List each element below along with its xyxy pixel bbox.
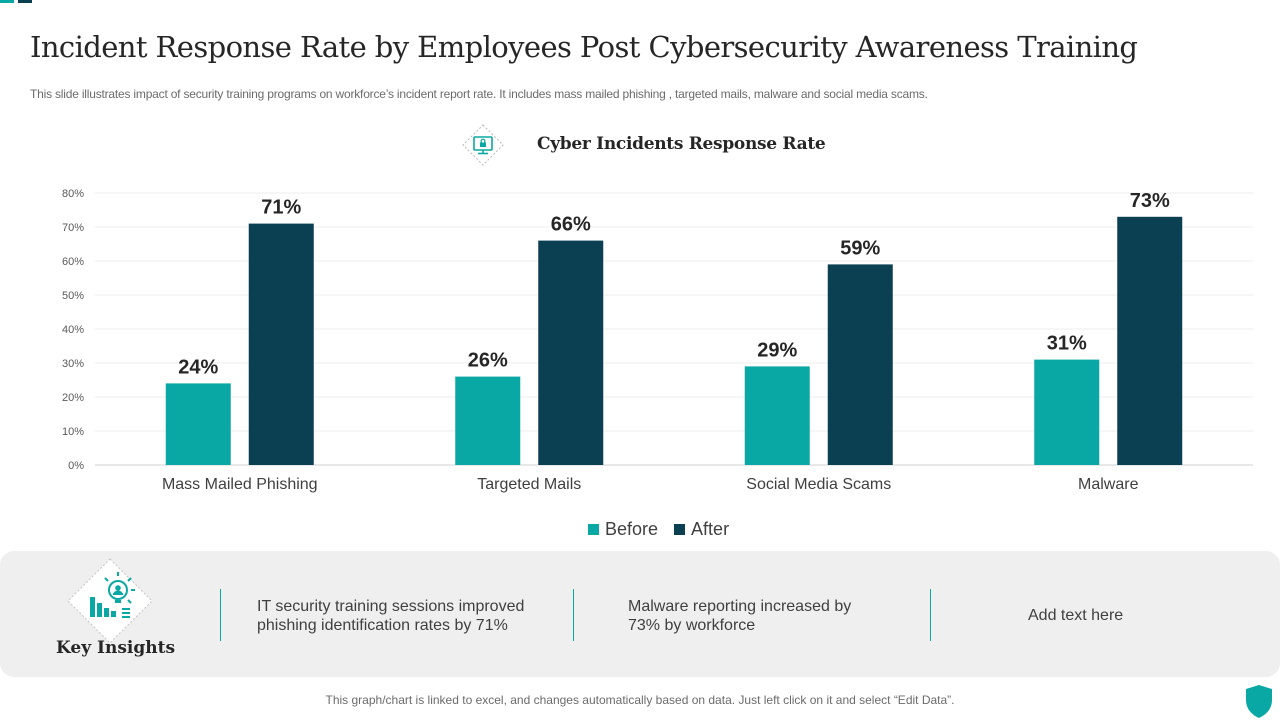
legend-label-after: After bbox=[691, 519, 730, 539]
monitor-lock-icon bbox=[462, 124, 504, 166]
insight-divider bbox=[220, 589, 221, 641]
insight-1-line-1: IT security training sessions improved bbox=[257, 598, 525, 615]
y-tick-label: 80% bbox=[62, 188, 84, 200]
bar-before bbox=[455, 376, 521, 465]
page-subtitle: This slide illustrates impact of securit… bbox=[30, 87, 928, 101]
key-insights-panel bbox=[0, 551, 1280, 677]
data-label-before: 24% bbox=[178, 356, 218, 378]
data-label-after: 71% bbox=[261, 197, 301, 219]
insight-2: Malware reporting increased by 73% by wo… bbox=[628, 597, 851, 635]
insight-3-line-1: Add text here bbox=[1028, 607, 1124, 624]
page-title: Incident Response Rate by Employees Post… bbox=[30, 30, 1138, 64]
bar-chart: 0% 10% 20% 30% 40% 50% 60% 70% 80% 24% 71% Mass Mai… bbox=[62, 188, 1253, 493]
legend-swatch-after bbox=[674, 524, 686, 535]
x-category-label: Targeted Mails bbox=[477, 476, 581, 493]
insight-2-line-1: Malware reporting increased by bbox=[628, 598, 852, 615]
y-tick-label: 50% bbox=[62, 290, 84, 302]
y-tick-label: 40% bbox=[62, 324, 84, 336]
y-tick-label: 10% bbox=[62, 426, 84, 438]
data-label-before: 29% bbox=[757, 339, 797, 361]
insight-divider bbox=[573, 589, 574, 641]
footer-note: This graph/chart is linked to excel, and… bbox=[325, 693, 955, 707]
insight-1: IT security training sessions improved p… bbox=[257, 597, 524, 635]
insights-chart-icon bbox=[66, 557, 154, 645]
insight-2-line-2: 73% by workforce bbox=[628, 617, 756, 634]
y-tick-label: 60% bbox=[62, 256, 84, 268]
chart-legend: Before After bbox=[588, 519, 729, 540]
shield-icon bbox=[1245, 684, 1273, 723]
corner-accent-dark bbox=[18, 0, 32, 3]
y-tick-label: 70% bbox=[62, 222, 84, 234]
legend-swatch-before bbox=[588, 524, 599, 535]
legend-label-before: Before bbox=[605, 519, 659, 539]
bar-after bbox=[248, 223, 314, 465]
bar-after bbox=[827, 264, 893, 465]
x-category-label: Social Media Scams bbox=[746, 476, 891, 493]
insight-3: Add text here bbox=[1028, 606, 1123, 625]
insight-1-line-2: phishing identification rates by 71% bbox=[257, 617, 508, 634]
x-category-label: Malware bbox=[1078, 476, 1139, 493]
y-tick-label: 0% bbox=[68, 460, 84, 472]
chart-title: Cyber Incidents Response Rate bbox=[537, 134, 826, 154]
x-category-label: Mass Mailed Phishing bbox=[162, 476, 318, 493]
data-label-after: 66% bbox=[551, 214, 591, 236]
data-label-after: 73% bbox=[1130, 190, 1170, 212]
y-tick-label: 30% bbox=[62, 358, 84, 370]
legend-item-after: After bbox=[674, 519, 729, 540]
data-label-after: 59% bbox=[840, 237, 880, 259]
bar-before bbox=[744, 366, 810, 465]
insight-divider bbox=[930, 589, 931, 641]
bar-after bbox=[1117, 216, 1183, 465]
bar-before bbox=[165, 383, 231, 465]
key-insights-label: Key Insights bbox=[56, 638, 176, 658]
bar-after bbox=[538, 240, 604, 465]
data-label-before: 26% bbox=[468, 350, 508, 372]
bar-before bbox=[1034, 359, 1100, 465]
corner-accent-teal bbox=[0, 0, 14, 3]
data-label-before: 31% bbox=[1047, 333, 1087, 355]
y-tick-label: 20% bbox=[62, 392, 84, 404]
legend-item-before: Before bbox=[588, 519, 658, 540]
